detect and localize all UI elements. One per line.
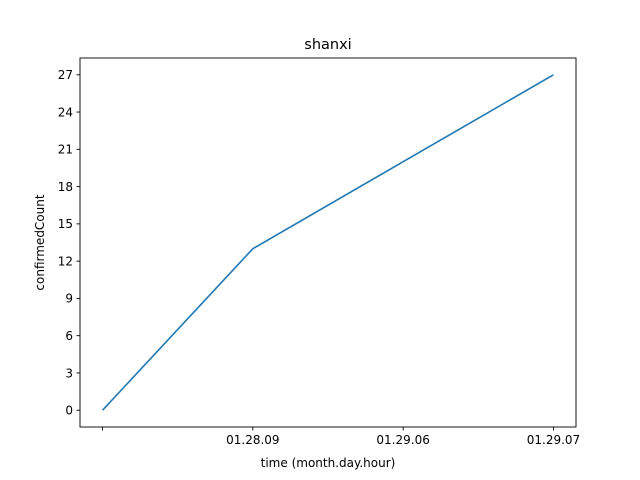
chart-title: shanxi bbox=[304, 37, 351, 53]
x-tick-label: 01.29.07 bbox=[527, 433, 580, 447]
y-tick-label: 6 bbox=[65, 329, 73, 343]
y-tick-label: 27 bbox=[58, 68, 73, 82]
y-tick-label: 15 bbox=[58, 217, 73, 231]
x-axis-label: time (month.day.hour) bbox=[261, 456, 396, 470]
y-axis-label: confirmedCount bbox=[33, 194, 47, 290]
y-tick-label: 18 bbox=[58, 180, 73, 194]
x-tick-label: 01.28.09 bbox=[226, 433, 279, 447]
series-line bbox=[101, 74, 554, 411]
y-tick-label: 9 bbox=[65, 292, 73, 306]
y-tick-label: 3 bbox=[65, 366, 73, 380]
x-axis-ticks: 01.28.09 01.29.06 01.29.07 bbox=[102, 427, 580, 447]
y-tick-label: 12 bbox=[58, 254, 73, 268]
x-tick-label: 01.29.06 bbox=[376, 433, 429, 447]
plot-area-frame bbox=[79, 57, 577, 428]
y-tick-label: 21 bbox=[58, 143, 73, 157]
y-axis-ticks: 0 3 6 9 12 15 18 21 24 27 bbox=[58, 68, 80, 418]
y-tick-label: 24 bbox=[58, 105, 73, 119]
y-tick-label: 0 bbox=[65, 404, 73, 418]
